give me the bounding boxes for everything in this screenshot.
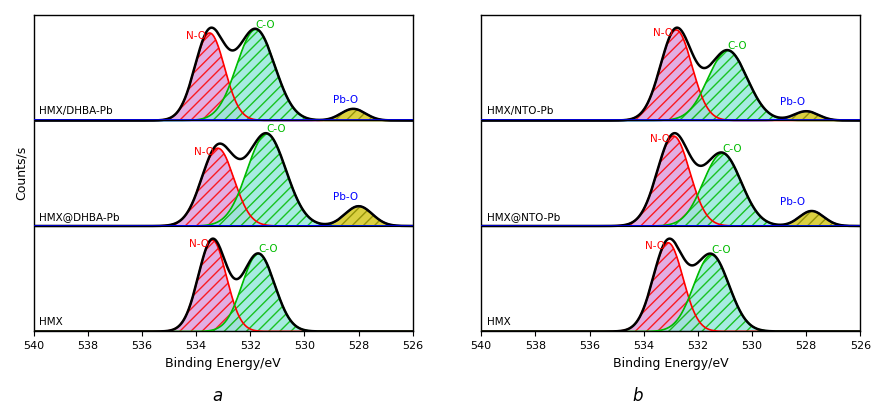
X-axis label: Binding Energy/eV: Binding Energy/eV [613, 357, 728, 370]
Text: HMX: HMX [39, 317, 63, 327]
Text: a: a [212, 387, 222, 405]
X-axis label: Binding Energy/eV: Binding Energy/eV [166, 357, 281, 370]
Text: N-O: N-O [653, 28, 672, 38]
Text: N-O: N-O [186, 32, 206, 41]
Text: C-O: C-O [722, 143, 742, 153]
Text: HMX: HMX [486, 317, 510, 327]
Text: C-O: C-O [258, 244, 277, 254]
Y-axis label: Counts/s: Counts/s [15, 146, 28, 200]
Text: N-O: N-O [189, 239, 209, 249]
Text: Pb-O: Pb-O [332, 192, 358, 202]
Text: N-O: N-O [194, 147, 214, 157]
Text: b: b [633, 387, 643, 405]
Text: N-O: N-O [650, 134, 670, 145]
Text: HMX/NTO-Pb: HMX/NTO-Pb [486, 106, 553, 116]
Text: Pb-O: Pb-O [781, 97, 805, 107]
Text: C-O: C-O [711, 245, 731, 255]
Text: C-O: C-O [266, 124, 286, 134]
Text: N-O: N-O [644, 241, 664, 251]
Text: Pb-O: Pb-O [781, 197, 805, 207]
Text: HMX@NTO-Pb: HMX@NTO-Pb [486, 212, 560, 222]
Text: C-O: C-O [255, 19, 275, 30]
Text: C-O: C-O [727, 40, 747, 51]
Text: HMX/DHBA-Pb: HMX/DHBA-Pb [39, 106, 113, 116]
Text: HMX@DHBA-Pb: HMX@DHBA-Pb [39, 212, 120, 222]
Text: Pb-O: Pb-O [332, 95, 358, 104]
